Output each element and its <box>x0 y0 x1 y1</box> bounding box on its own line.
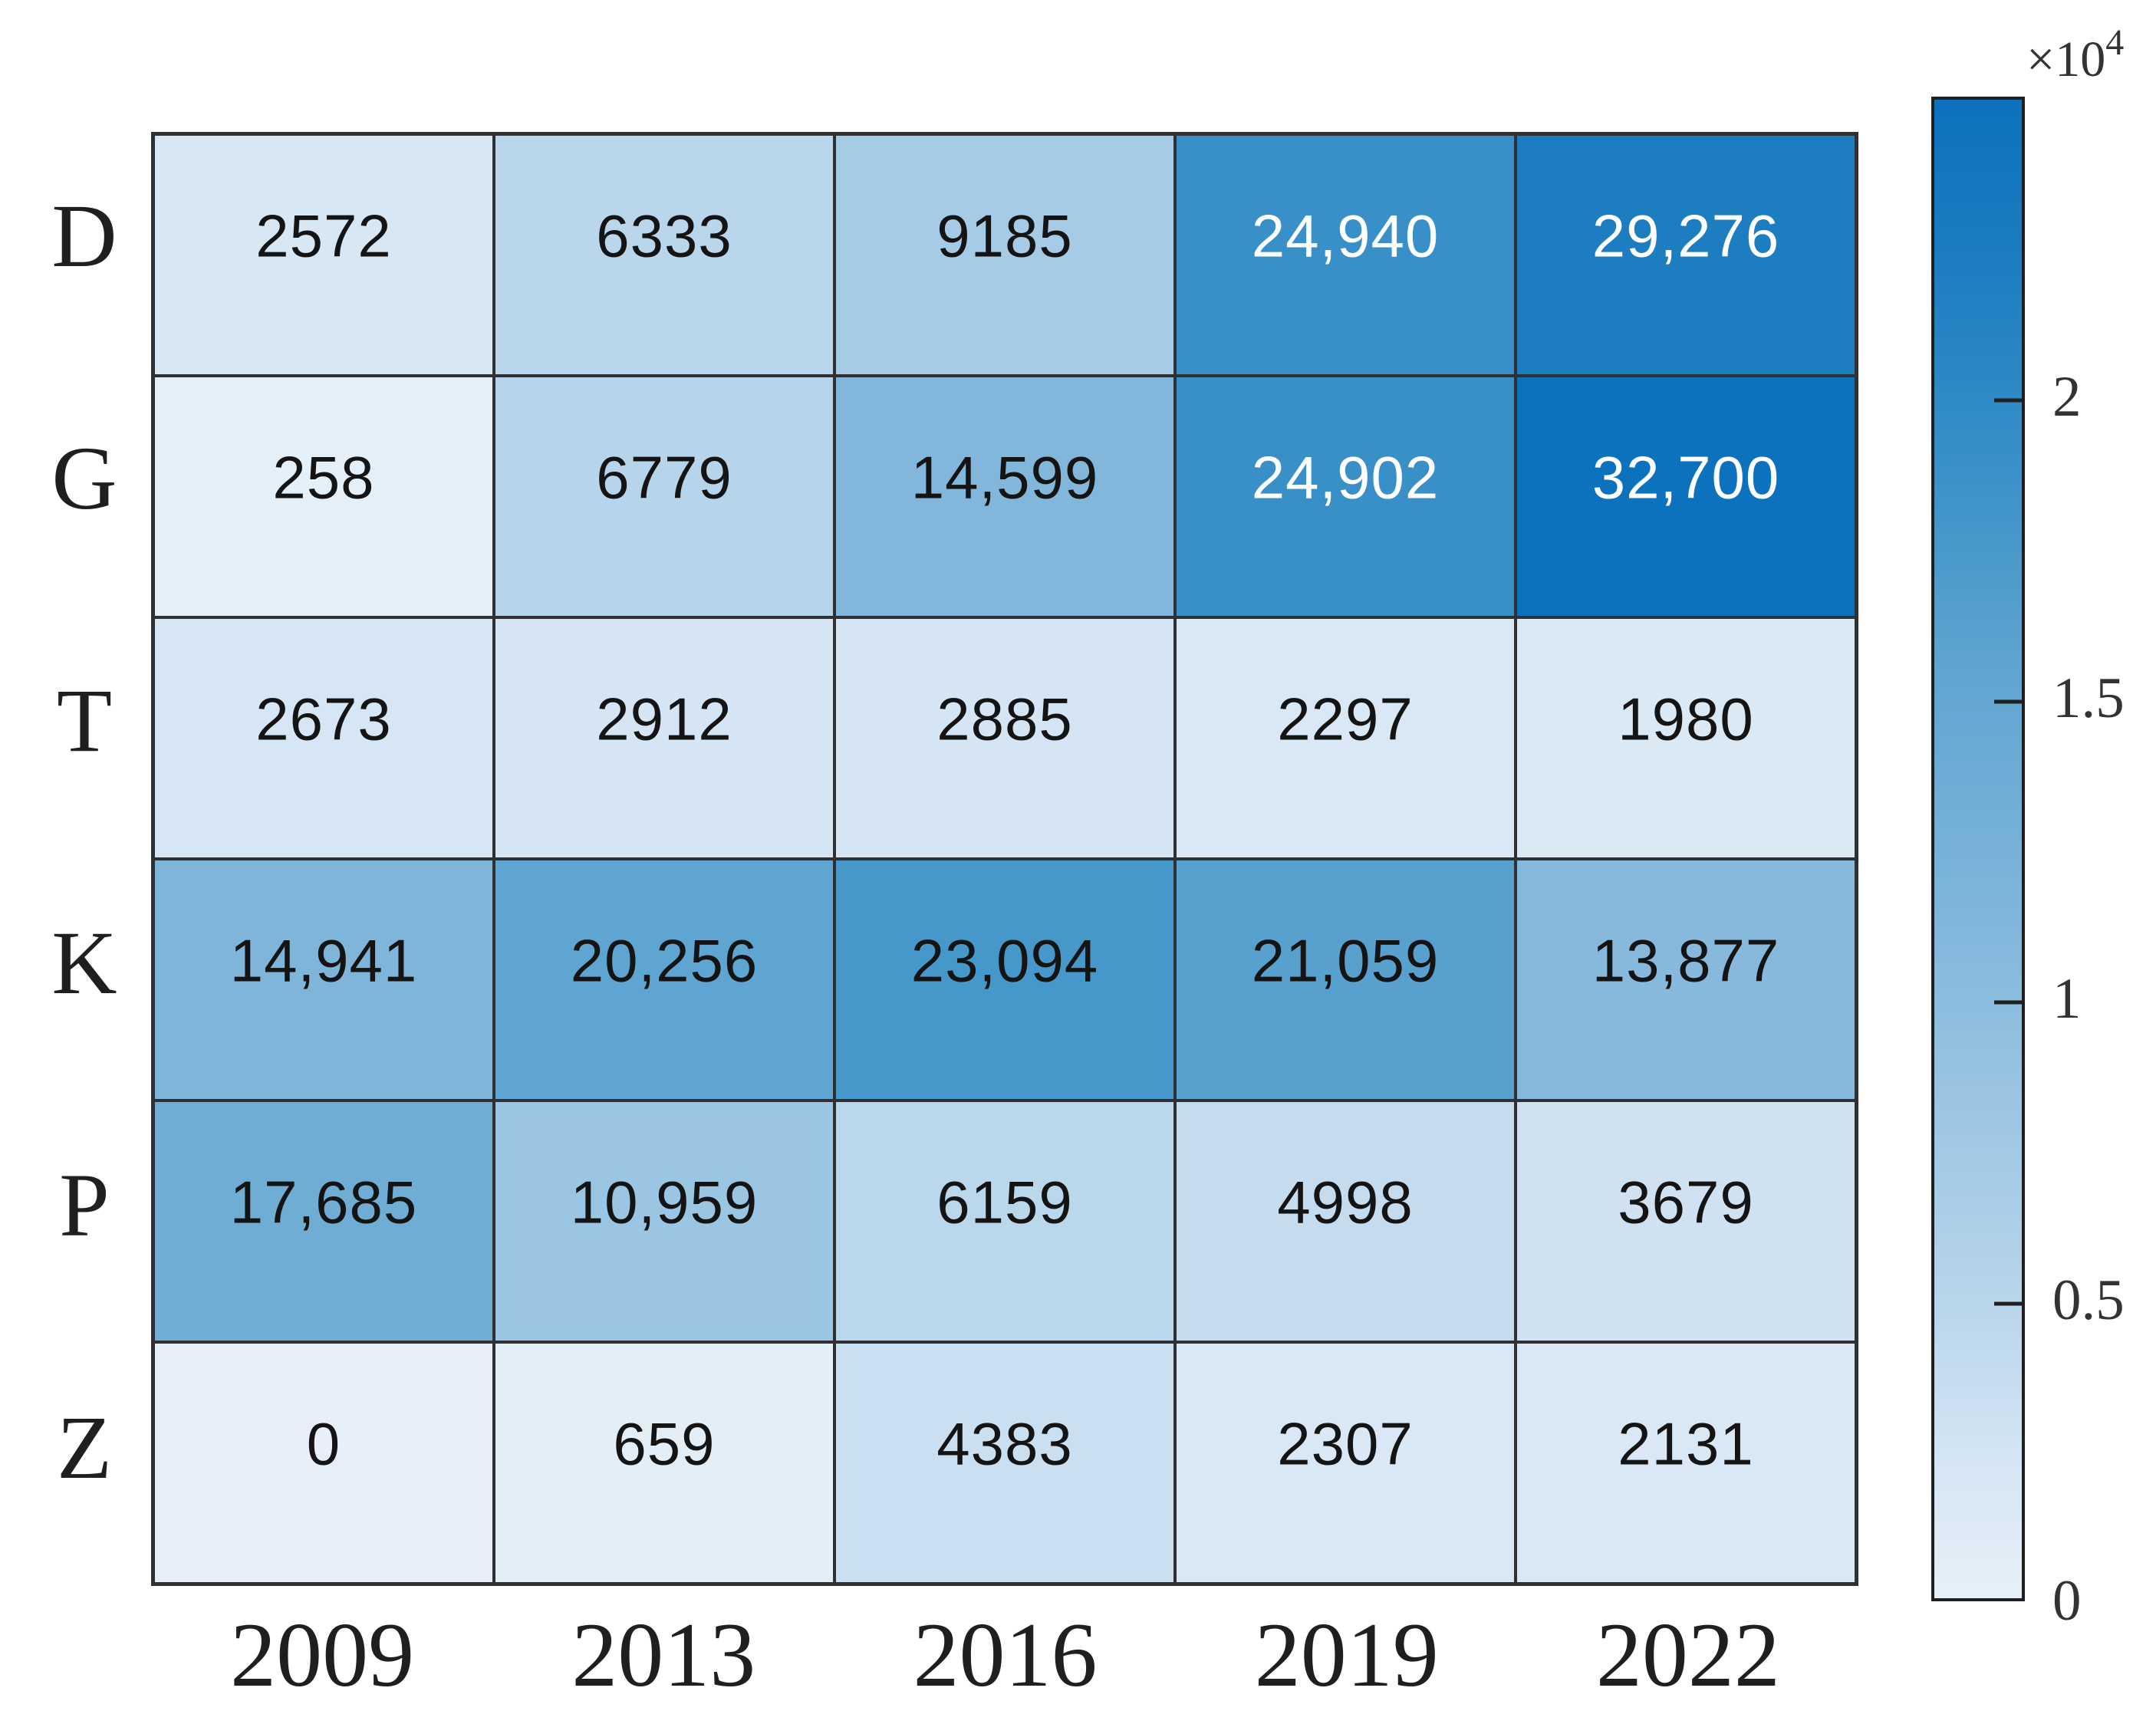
heatmap-cell-P-2022: 3679 <box>1517 1102 1855 1341</box>
colorbar-tick <box>1994 699 2022 704</box>
heatmap-cell-G-2019: 24,902 <box>1177 377 1514 616</box>
cell-value: 2673 <box>255 685 392 753</box>
cell-value: 13,877 <box>1591 926 1780 995</box>
cell-value: 2297 <box>1277 685 1414 753</box>
col-label-2016: 2016 <box>913 1604 1098 1706</box>
heatmap-cell-T-2022: 1980 <box>1517 619 1855 857</box>
heatmap-cell-P-2019: 4998 <box>1177 1102 1514 1341</box>
colorbar-tick <box>1994 1000 2022 1005</box>
heatmap-cell-K-2009: 14,941 <box>155 860 492 1099</box>
cell-value: 29,276 <box>1591 202 1780 270</box>
heatmap-cell-K-2019: 21,059 <box>1177 860 1514 1099</box>
heatmap-cell-D-2019: 24,940 <box>1177 136 1514 374</box>
heatmap-cell-G-2009: 258 <box>155 377 492 616</box>
col-label-2009: 2009 <box>230 1604 415 1706</box>
heatmap-cell-Z-2019: 2307 <box>1177 1344 1514 1582</box>
cell-value: 6159 <box>936 1168 1073 1236</box>
cell-value: 3679 <box>1618 1168 1754 1236</box>
heatmap-cell-K-2016: 23,094 <box>836 860 1173 1099</box>
scale-exponent: 4 <box>2105 22 2125 63</box>
cell-value: 2912 <box>596 685 732 753</box>
col-label-2022: 2022 <box>1595 1604 1780 1706</box>
heatmap-cell-D-2022: 29,276 <box>1517 136 1855 374</box>
colorbar-scale-label: ×104 <box>2026 21 2124 89</box>
heatmap-cell-T-2009: 2673 <box>155 619 492 857</box>
cell-value: 20,256 <box>570 926 759 995</box>
colorbar-tick-label-2: 2 <box>2052 365 2082 429</box>
heatmap-cell-D-2009: 2572 <box>155 136 492 374</box>
heatmap-cell-G-2013: 6779 <box>495 377 833 616</box>
row-label-G: G <box>51 427 117 528</box>
heatmap-cell-P-2016: 6159 <box>836 1102 1173 1341</box>
heatmap-cell-Z-2022: 2131 <box>1517 1344 1855 1582</box>
cell-value: 10,959 <box>570 1168 759 1236</box>
cell-value: 21,059 <box>1251 926 1440 995</box>
colorbar-tick-label-1.5: 1.5 <box>2052 666 2125 730</box>
heatmap-cell-P-2009: 17,685 <box>155 1102 492 1341</box>
cell-value: 24,940 <box>1251 202 1440 270</box>
row-label-P: P <box>59 1154 110 1255</box>
heatmap-cell-T-2016: 2885 <box>836 619 1173 857</box>
colorbar-tick-label-0: 0 <box>2052 1569 2082 1633</box>
cell-value: 2131 <box>1618 1410 1754 1478</box>
cell-value: 32,700 <box>1591 443 1780 512</box>
colorbar <box>1931 97 2025 1601</box>
cell-value: 1980 <box>1618 685 1754 753</box>
col-label-2013: 2013 <box>571 1604 756 1706</box>
row-label-Z: Z <box>56 1397 113 1498</box>
heatmap-cell-Z-2009: 0 <box>155 1344 492 1582</box>
heatmap-cell-G-2022: 32,700 <box>1517 377 1855 616</box>
scale-mantissa: ×10 <box>2026 31 2106 87</box>
heatmap-cell-K-2013: 20,256 <box>495 860 833 1099</box>
cell-value: 23,094 <box>910 926 1099 995</box>
heatmap-grid: 2572 6333 9185 24,940 29,276 258 6779 14,599 24,… <box>151 132 1858 1586</box>
cell-value: 14,941 <box>229 926 418 995</box>
cell-value: 0 <box>306 1410 341 1478</box>
heatmap-cell-Z-2016: 4383 <box>836 1344 1173 1582</box>
cell-value: 14,599 <box>910 443 1099 512</box>
cell-value: 659 <box>613 1410 716 1478</box>
cell-value: 2572 <box>255 202 392 270</box>
heatmap-cell-D-2013: 6333 <box>495 136 833 374</box>
heatmap-cell-P-2013: 10,959 <box>495 1102 833 1341</box>
col-label-2019: 2019 <box>1254 1604 1439 1706</box>
cell-value: 17,685 <box>229 1168 418 1236</box>
row-label-T: T <box>56 670 113 771</box>
cell-value: 6333 <box>596 202 732 270</box>
colorbar-tick-label-0.5: 0.5 <box>2052 1268 2125 1332</box>
row-label-K: K <box>51 912 117 1013</box>
cell-value: 4383 <box>936 1410 1073 1478</box>
cell-value: 2885 <box>936 685 1073 753</box>
cell-value: 4998 <box>1277 1168 1414 1236</box>
heatmap-cell-G-2016: 14,599 <box>836 377 1173 616</box>
colorbar-tick <box>1994 398 2022 403</box>
cell-value: 6779 <box>596 443 732 512</box>
colorbar-tick-label-1: 1 <box>2052 967 2082 1031</box>
cell-value: 258 <box>272 443 375 512</box>
colorbar-tick <box>1994 1301 2022 1306</box>
cell-value: 2307 <box>1277 1410 1414 1478</box>
heatmap-cell-D-2016: 9185 <box>836 136 1173 374</box>
heatmap-cell-K-2022: 13,877 <box>1517 860 1855 1099</box>
heatmap-cell-Z-2013: 659 <box>495 1344 833 1582</box>
heatmap-cell-T-2013: 2912 <box>495 619 833 857</box>
row-label-D: D <box>51 185 117 286</box>
heatmap-cell-T-2019: 2297 <box>1177 619 1514 857</box>
cell-value: 9185 <box>936 202 1073 270</box>
cell-value: 24,902 <box>1251 443 1440 512</box>
